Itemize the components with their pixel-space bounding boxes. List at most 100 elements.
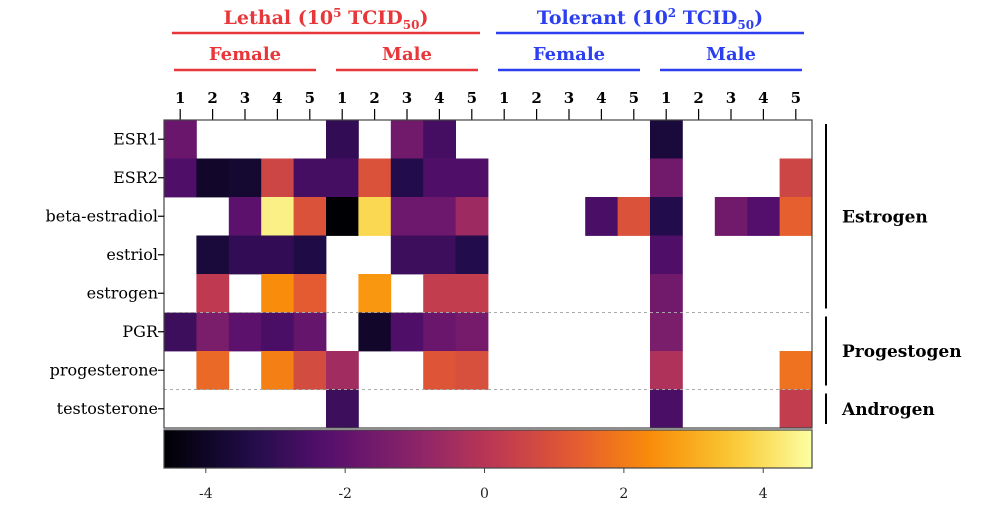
- heatmap-cells: [164, 120, 813, 429]
- heatmap-cell: [650, 120, 683, 159]
- heatmap-cell: [164, 120, 197, 159]
- heatmap-cell: [261, 235, 294, 275]
- heatmap-cell: [455, 274, 489, 313]
- column-label: 4: [272, 89, 282, 107]
- heatmap-cell: [196, 274, 230, 313]
- heatmap-cell: [390, 197, 424, 236]
- heatmap-cell: [423, 351, 456, 390]
- heatmap-cell: [455, 312, 489, 352]
- colorbar-tick-label: 4: [759, 486, 768, 502]
- heatmap-cell: [650, 351, 683, 390]
- heatmap-cell: [261, 197, 294, 236]
- column-label: 3: [240, 89, 250, 107]
- heatmap-cell: [650, 312, 683, 352]
- column-label: 3: [402, 89, 412, 107]
- heatmap-cell: [423, 312, 456, 352]
- heatmap-cell: [326, 351, 359, 390]
- heatmap-cell: [293, 158, 327, 198]
- heatmap-cell: [228, 235, 262, 275]
- heatmap-cell: [390, 120, 424, 159]
- column-label: 1: [175, 89, 185, 107]
- column-label: 2: [531, 89, 541, 107]
- sex-label: Male: [706, 44, 756, 65]
- colorbar: -4 -2 0 2 4: [163, 429, 813, 502]
- row-group-label: Androgen: [841, 400, 935, 420]
- heatmap-cell: [196, 235, 230, 275]
- heatmap-cell: [293, 351, 327, 390]
- heatmap-cell: [164, 158, 197, 198]
- heatmap-cell: [650, 197, 683, 236]
- heatmap-cell: [293, 274, 327, 313]
- heatmap-cell: [293, 197, 327, 236]
- heatmap-cell: [228, 312, 262, 352]
- heatmap-cell: [326, 197, 359, 236]
- heatmap-cell: [423, 120, 456, 159]
- row-label: progesterone: [50, 360, 158, 379]
- heatmap-cell: [779, 158, 813, 198]
- heatmap-cell: [779, 351, 813, 390]
- column-label: 4: [758, 89, 768, 107]
- group-separators: [164, 312, 812, 390]
- column-label: 2: [369, 89, 379, 107]
- heatmap-cell: [423, 274, 456, 313]
- column-label: 2: [207, 89, 217, 107]
- heatmap-cell: [650, 158, 683, 198]
- sex-label: Female: [209, 44, 281, 65]
- column-headers: Lethal (105 TCID50) Female 1 2 3 4 5 Male 1 2 3 4 5 T…: [172, 6, 804, 120]
- heatmap-cell: [196, 351, 230, 390]
- heatmap-cell: [228, 197, 262, 236]
- row-label: estriol: [106, 245, 158, 264]
- heatmap-cell: [261, 274, 294, 313]
- heatmap-cell: [455, 351, 489, 390]
- heatmap-cell: [390, 158, 424, 198]
- heatmap-cell: [650, 389, 683, 429]
- row-label: ESR2: [113, 168, 158, 187]
- row-labels: ESR1 ESR2 beta-estradiol estriol estrogen PGR…: [46, 129, 164, 418]
- heatmap-cell: [293, 235, 327, 275]
- row-label: beta-estradiol: [46, 206, 159, 225]
- heatmap-cell: [358, 197, 392, 236]
- heatmap-cell: [747, 197, 780, 236]
- row-label: ESR1: [113, 129, 158, 148]
- colorbar-tick-label: 2: [619, 486, 628, 502]
- heatmap-cell: [390, 312, 424, 352]
- condition-title: Lethal (105 TCID50): [224, 6, 429, 32]
- column-label: 5: [791, 89, 801, 107]
- column-label: 5: [467, 89, 477, 107]
- heatmap-cell: [423, 158, 456, 198]
- heatmap-cell: [455, 158, 489, 198]
- heatmap-cell: [326, 158, 359, 198]
- column-label: 4: [596, 89, 606, 107]
- heatmap-cell: [650, 274, 683, 313]
- column-label: 1: [499, 89, 509, 107]
- heatmap-cell: [261, 351, 294, 390]
- heatmap-cell: [423, 235, 456, 275]
- heatmap-cell: [326, 120, 359, 159]
- heatmap-cell: [293, 312, 327, 352]
- heatmap-cell: [714, 197, 748, 236]
- colorbar-tick-label: -2: [338, 486, 352, 502]
- heatmap-cell: [196, 158, 230, 198]
- heatmap-cell: [228, 158, 262, 198]
- column-label: 5: [629, 89, 639, 107]
- heatmap-cell: [423, 197, 456, 236]
- heatmap-cell: [585, 197, 618, 236]
- heatmap-cell: [358, 158, 392, 198]
- heatmap-cell: [779, 197, 813, 236]
- column-label: 3: [564, 89, 574, 107]
- heatmap-cell: [617, 197, 651, 236]
- sex-label: Female: [533, 44, 605, 65]
- heatmap-cell: [261, 158, 294, 198]
- row-label: PGR: [122, 322, 159, 341]
- heatmap-cell: [390, 235, 424, 275]
- row-group-labels: Estrogen Progestogen Androgen: [825, 124, 962, 424]
- column-label: 4: [434, 89, 444, 107]
- colorbar-gradient: [163, 429, 813, 469]
- colorbar-tick-label: -4: [199, 486, 213, 502]
- heatmap-cell: [326, 389, 359, 429]
- column-label: 1: [337, 89, 347, 107]
- row-label: testosterone: [57, 399, 158, 418]
- heatmap-cell: [164, 312, 197, 352]
- heatmap-cell: [261, 312, 294, 352]
- heatmap-cell: [779, 389, 813, 429]
